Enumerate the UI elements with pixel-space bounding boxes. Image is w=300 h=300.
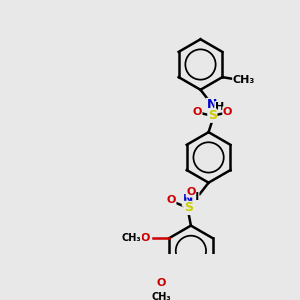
Text: O: O (157, 278, 166, 288)
Text: CH₃: CH₃ (122, 233, 142, 243)
Text: O: O (193, 107, 202, 117)
Text: O: O (141, 233, 150, 243)
Text: N: N (182, 193, 193, 206)
Text: CH₃: CH₃ (233, 75, 255, 85)
Text: S: S (208, 109, 217, 122)
Text: S: S (184, 201, 193, 214)
Text: H: H (190, 192, 199, 202)
Text: O: O (223, 107, 232, 117)
Text: H: H (215, 102, 224, 112)
Text: CH₃: CH₃ (152, 292, 171, 300)
Text: N: N (207, 98, 217, 111)
Text: O: O (186, 187, 196, 197)
Text: O: O (167, 195, 176, 206)
